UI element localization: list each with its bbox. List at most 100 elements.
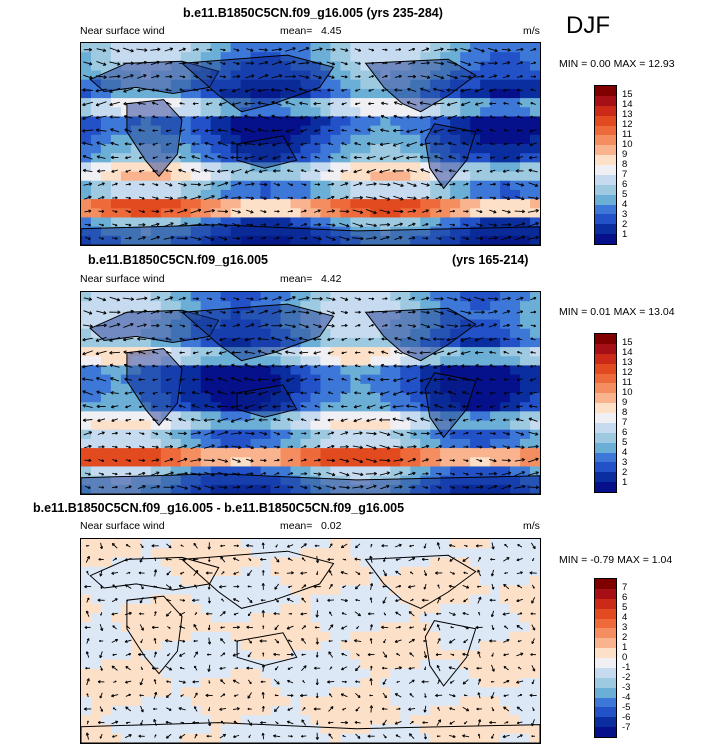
coastlines xyxy=(81,54,540,245)
colorbar-tick-label: 1 xyxy=(622,229,628,240)
colorbar-tick-label: 7 xyxy=(622,169,628,180)
colorbar-cell xyxy=(595,432,616,443)
colorbar-cell xyxy=(595,383,616,394)
colorbar-cell xyxy=(595,462,616,473)
colorbar-tick-label: 13 xyxy=(622,357,633,368)
colorbar-cell xyxy=(595,677,616,688)
colorbar-cell xyxy=(595,648,616,658)
colorbar-cell xyxy=(595,393,616,404)
wind-vectors xyxy=(82,296,539,491)
colorbar-cell xyxy=(595,184,616,195)
colorbar-tick-label: 14 xyxy=(622,347,633,358)
colorbar-cell xyxy=(595,95,616,106)
colorbar-tick-label: 9 xyxy=(622,149,628,160)
colorbar-tick-label: -3 xyxy=(622,682,631,693)
colorbar-tick-label: 8 xyxy=(622,159,628,170)
panel2-map-svg xyxy=(81,292,540,494)
colorbar-cell xyxy=(595,115,616,126)
colorbar-tick-label: 2 xyxy=(622,632,628,643)
colorbar-tick-label: -2 xyxy=(622,672,631,683)
colorbar-cell xyxy=(595,482,616,492)
colorbar-tick-label: 4 xyxy=(622,199,628,210)
panel2-map xyxy=(80,291,541,495)
coastlines xyxy=(81,303,540,494)
panel2-mean-label: mean= xyxy=(280,273,313,285)
colorbar-tick-label: 12 xyxy=(622,367,633,378)
colorbar-cell xyxy=(595,214,616,225)
wind-vectors xyxy=(82,46,539,241)
colorbar-tick-label: 12 xyxy=(622,119,633,130)
panel3-units: m/s xyxy=(523,520,540,532)
colorbar-tick-label: -6 xyxy=(622,712,631,723)
colorbar-tick-label: -5 xyxy=(622,702,631,713)
panel3-title: b.e11.B1850C5CN.f09_g16.005 - b.e11.B185… xyxy=(33,501,405,515)
colorbar-cell xyxy=(595,413,616,423)
colorbar-cell xyxy=(595,403,616,413)
panel1-min-max: MIN = 0.00 MAX = 12.93 xyxy=(559,58,675,70)
colorbar-cell xyxy=(595,334,616,344)
colorbar-tick-label: 3 xyxy=(622,622,628,633)
colorbar-tick-label: 2 xyxy=(622,467,628,478)
colorbar-cell xyxy=(595,667,616,678)
wind-vectors xyxy=(84,542,537,740)
colorbar-tick-label: 11 xyxy=(622,377,632,388)
colorbar-cell xyxy=(595,598,616,609)
colorbar-tick-label: 13 xyxy=(622,109,633,120)
colorbar-cell xyxy=(595,588,616,599)
colorbar-cell xyxy=(595,373,616,384)
colorbar-cell xyxy=(595,145,616,156)
colorbar-tick-label: 14 xyxy=(622,99,633,110)
colorbar-tick-label: 10 xyxy=(622,387,633,398)
panel3-mean-value: 0.02 xyxy=(321,520,342,532)
colorbar-tick-label: 5 xyxy=(622,189,628,200)
colorbar-cell xyxy=(595,727,616,737)
colorbar-tick-label: 7 xyxy=(622,582,628,593)
colorbar-tick-label: 6 xyxy=(622,592,628,603)
colorbar-cell xyxy=(595,194,616,205)
colorbar-cell xyxy=(595,697,616,708)
colorbar-tick-label: 6 xyxy=(622,427,628,438)
colorbar-cell xyxy=(595,86,616,96)
colorbar-cell xyxy=(595,105,616,116)
panel3-min-max: MIN = -0.79 MAX = 1.04 xyxy=(559,554,673,566)
colorbar-cell xyxy=(595,363,616,374)
panel2-mean-value: 4.42 xyxy=(321,273,342,285)
colorbar-cell xyxy=(595,618,616,629)
panel2-variable: Near surface wind xyxy=(80,273,165,285)
colorbar-tick-label: 5 xyxy=(622,437,628,448)
colorbar-cell xyxy=(595,717,616,728)
colorbar-cell xyxy=(595,174,616,185)
colorbar-tick-label: -4 xyxy=(622,692,631,703)
colorbar-cell xyxy=(595,608,616,619)
panel1-map-svg xyxy=(81,43,540,245)
panel3-variable: Near surface wind xyxy=(80,520,165,532)
colorbar-cell xyxy=(595,353,616,364)
colorbar-tick-label: 15 xyxy=(622,337,633,348)
colorbar-cell xyxy=(595,658,616,668)
colorbar-tick-label: 8 xyxy=(622,407,628,418)
colorbar-cell xyxy=(595,234,616,244)
colorbar-cell xyxy=(595,628,616,639)
panel1-map xyxy=(80,42,541,246)
colorbar-cell xyxy=(595,165,616,175)
colorbar-cell xyxy=(595,135,616,146)
colorbar-tick-label: -1 xyxy=(622,662,631,673)
colorbar-tick-label: 3 xyxy=(622,209,628,220)
colorbar-tick-label: 2 xyxy=(622,219,628,230)
colorbar-tick-label: 7 xyxy=(622,417,628,428)
colorbar-cell xyxy=(595,442,616,453)
colorbar-cell xyxy=(595,579,616,589)
colorbar-cell xyxy=(595,472,616,483)
field-grid xyxy=(81,539,540,743)
panel2-title-left: b.e11.B1850C5CN.f09_g16.005 xyxy=(88,253,268,267)
panel1-mean-label: mean= xyxy=(280,25,313,37)
panel1-colorbar xyxy=(594,85,617,245)
colorbar-cell xyxy=(595,452,616,463)
panel2-colorbar xyxy=(594,333,617,493)
panel3-map-svg xyxy=(81,539,540,743)
panel3-mean-label: mean= xyxy=(280,520,313,532)
colorbar-cell xyxy=(595,204,616,215)
colorbar-cell xyxy=(595,707,616,718)
colorbar-tick-label: 10 xyxy=(622,139,633,150)
colorbar-cell xyxy=(595,422,616,433)
